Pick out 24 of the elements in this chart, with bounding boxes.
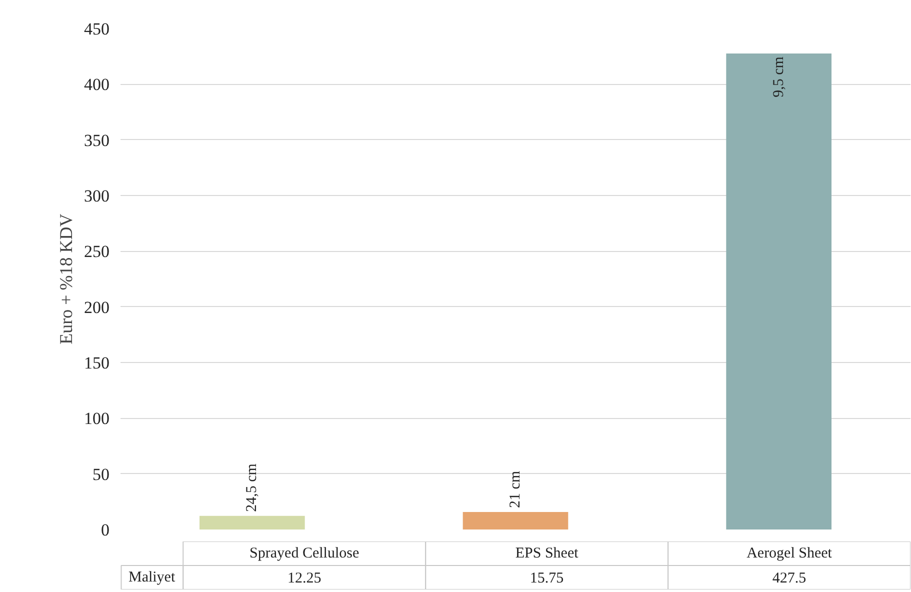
y-tick-label: 400: [84, 75, 110, 94]
y-tick-label: 300: [84, 186, 110, 206]
y-tick-label: 100: [84, 409, 110, 428]
x-tick-label: EPS Sheet: [515, 546, 580, 562]
bar: [200, 516, 305, 530]
y-tick-label: 450: [84, 20, 110, 38]
y-tick-label: 0: [101, 520, 110, 540]
y-tick-label: 200: [84, 298, 110, 317]
y-tick-label: 350: [84, 130, 110, 150]
y-axis-title: Euro + %18 KDV: [56, 214, 76, 344]
x-tick-label: Sprayed Cellulose: [250, 546, 360, 562]
text: Maliyet: [128, 570, 176, 586]
y-tick-label: 150: [84, 354, 110, 372]
bar: [726, 54, 832, 530]
data-label: 427.5: [772, 570, 806, 586]
annotation: 24,5 cm: [244, 463, 260, 512]
y-tick-label: 50: [92, 464, 110, 484]
bar: [462, 512, 568, 530]
x-tick-label: Aerogel Sheet: [746, 546, 833, 562]
annotation: 9,5 cm: [770, 56, 787, 98]
data-label: 12.25: [287, 570, 322, 586]
data-label: 15.75: [530, 570, 564, 586]
annotation: 21 cm: [508, 470, 524, 508]
y-tick-label: 250: [84, 242, 110, 262]
